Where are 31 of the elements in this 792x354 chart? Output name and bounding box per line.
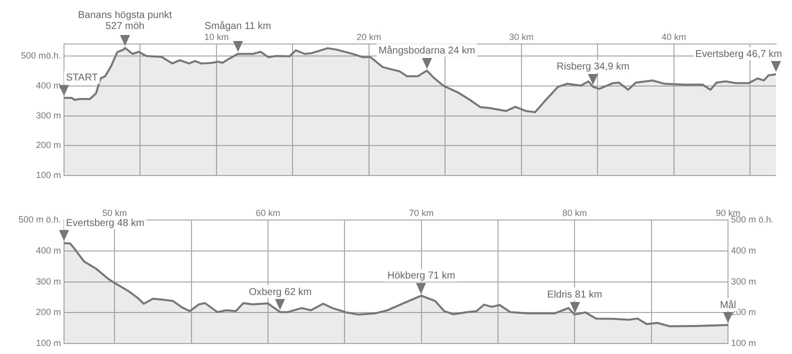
x-tick-label: 50 km xyxy=(102,208,127,218)
y-tick-label: 500 mö.h. xyxy=(20,50,61,60)
y-tick-label: 300 m xyxy=(36,276,61,286)
y-tick-label: 300 m xyxy=(36,110,61,120)
x-tick-label: 30 km xyxy=(509,32,534,42)
annotation: Smågan 11 km xyxy=(204,20,272,32)
y2-tick-label: 400 m xyxy=(731,245,756,256)
annotation: Banans högsta punkt 527 möh xyxy=(78,10,172,32)
annotation: Mål xyxy=(720,298,736,311)
x-tick-label: 70 km xyxy=(409,208,434,218)
y-tick-label: 400 m xyxy=(36,245,61,256)
annotation: Evertsberg 46,7 km xyxy=(695,48,782,60)
y-tick-label: 200 m xyxy=(36,140,61,150)
annotation: Eldris 81 km xyxy=(547,289,602,300)
annotation: Risberg 34,9 km xyxy=(556,62,630,73)
annotation: Oxberg 62 km xyxy=(248,286,312,298)
x-tick-label: 80 km xyxy=(562,208,587,218)
y-tick-label: 100 m xyxy=(36,170,61,180)
annotation: Mångsbodarna 24 km xyxy=(378,44,476,56)
y-tick-label: 200 m xyxy=(36,307,61,318)
y-tick-label: 100 m xyxy=(36,338,61,348)
y2-tick-label: 300 m xyxy=(731,276,756,286)
annotation: Evertsberg 48 km xyxy=(66,218,144,229)
annotation: START xyxy=(66,72,98,84)
y-tick-label: 500 m ö.h. xyxy=(18,214,61,224)
x-tick-label: 20 km xyxy=(356,32,382,42)
x-tick-label: 60 km xyxy=(256,208,280,218)
y2-tick-label: 100 m xyxy=(731,338,756,348)
annotation: Hökberg 71 km xyxy=(387,270,456,282)
x-tick-label: 10 km xyxy=(204,32,229,42)
x-tick-label: 40 km xyxy=(662,32,686,42)
